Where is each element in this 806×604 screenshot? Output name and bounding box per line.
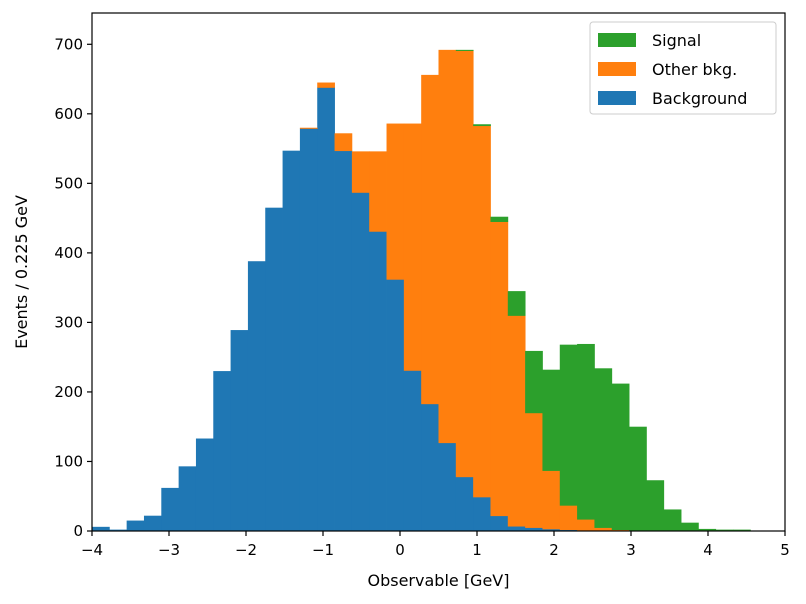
bar-other-bkg: [438, 49, 457, 444]
bar-other-bkg: [317, 82, 335, 88]
bar-signal: [542, 369, 561, 471]
legend-swatch-signal: [598, 33, 636, 47]
bar-signal: [611, 383, 630, 531]
bar-background: [195, 438, 214, 532]
y-tick-label: 300: [54, 313, 83, 331]
legend-swatch-background: [598, 91, 636, 105]
bar-background: [143, 515, 162, 532]
bar-background: [213, 371, 232, 532]
bar-background: [126, 520, 145, 532]
bar-background: [542, 528, 561, 532]
bar-background: [299, 128, 318, 532]
bar-other-bkg: [507, 315, 526, 527]
y-tick-label: 400: [54, 244, 83, 262]
bar-other-bkg: [490, 221, 509, 517]
bar-background: [490, 515, 509, 532]
x-tick-label: −4: [81, 541, 103, 559]
bar-background: [92, 526, 110, 532]
y-tick-label: 700: [54, 35, 83, 53]
bar-background: [525, 527, 543, 532]
legend-swatch-other-bkg: [598, 62, 636, 76]
bar-background: [334, 150, 353, 532]
legend-label-background: Background: [652, 89, 747, 108]
bar-signal: [629, 426, 647, 532]
bar-background: [282, 150, 301, 532]
bar-background: [351, 192, 370, 532]
bar-other-bkg: [299, 127, 318, 129]
y-tick-label: 100: [54, 452, 83, 470]
bar-signal: [525, 350, 543, 414]
bar-other-bkg: [369, 151, 387, 232]
bar-background: [455, 476, 474, 532]
y-tick-label: 0: [73, 522, 83, 540]
legend: Signal Other bkg. Background: [589, 21, 777, 115]
y-axis-ticks: 0 100 200 300 400 500 600 700: [54, 35, 92, 540]
plot-frame: [91, 12, 786, 532]
bar-signal: [698, 528, 717, 532]
bar-other-bkg: [421, 74, 439, 405]
bar-other-bkg: [525, 412, 543, 528]
x-tick-label: −2: [235, 541, 257, 559]
bar-other-bkg: [594, 527, 613, 531]
bar-signal: [473, 124, 491, 127]
bar-other-bkg: [611, 529, 630, 531]
bar-other-bkg: [351, 151, 370, 193]
bar-other-bkg: [386, 123, 405, 280]
bar-other-bkg: [542, 470, 561, 530]
bar-background: [421, 403, 439, 532]
bars-group: [92, 49, 751, 532]
bar-signal: [594, 368, 613, 528]
bar-other-bkg: [473, 125, 491, 498]
bar-signal: [559, 344, 578, 506]
x-tick-label: −3: [158, 541, 180, 559]
bar-signal: [507, 291, 526, 316]
bar-other-bkg: [334, 133, 353, 152]
bar-signal: [681, 522, 699, 532]
legend-label-signal: Signal: [652, 31, 701, 50]
bar-signal: [577, 343, 595, 520]
bar-background: [438, 442, 457, 532]
x-axis-label: Observable [GeV]: [368, 571, 510, 590]
x-tick-label: 2: [549, 541, 559, 559]
bar-signal: [646, 480, 665, 532]
bar-other-bkg: [559, 505, 578, 531]
bar-background: [386, 279, 405, 532]
bar-signal: [663, 509, 682, 532]
bar-background: [230, 330, 249, 532]
x-axis-ticks: −4 −3 −2 −1 0 1 2 3 4 5: [81, 531, 790, 559]
bar-background: [178, 466, 197, 532]
x-tick-label: −1: [312, 541, 334, 559]
bar-background: [317, 87, 335, 532]
bar-background: [507, 526, 526, 532]
x-tick-label: 5: [780, 541, 790, 559]
x-tick-label: 0: [395, 541, 405, 559]
bar-other-bkg: [455, 50, 474, 478]
bar-background: [265, 207, 283, 532]
legend-frame: [589, 21, 777, 115]
x-tick-label: 1: [472, 541, 482, 559]
bar-other-bkg: [577, 519, 595, 531]
bar-other-bkg: [403, 123, 422, 371]
bar-background: [161, 487, 180, 532]
x-tick-label: 3: [626, 541, 636, 559]
y-tick-label: 600: [54, 105, 83, 123]
bar-background: [403, 370, 422, 532]
bar-background: [369, 231, 387, 532]
legend-label-other-bkg: Other bkg.: [652, 60, 737, 79]
y-tick-label: 200: [54, 383, 83, 401]
bar-signal: [490, 216, 509, 222]
bar-background: [473, 496, 491, 532]
bar-background: [247, 261, 266, 532]
x-tick-label: 4: [703, 541, 713, 559]
y-axis-label: Events / 0.225 GeV: [12, 195, 31, 349]
bar-signal: [455, 49, 474, 51]
y-tick-label: 500: [54, 174, 83, 192]
